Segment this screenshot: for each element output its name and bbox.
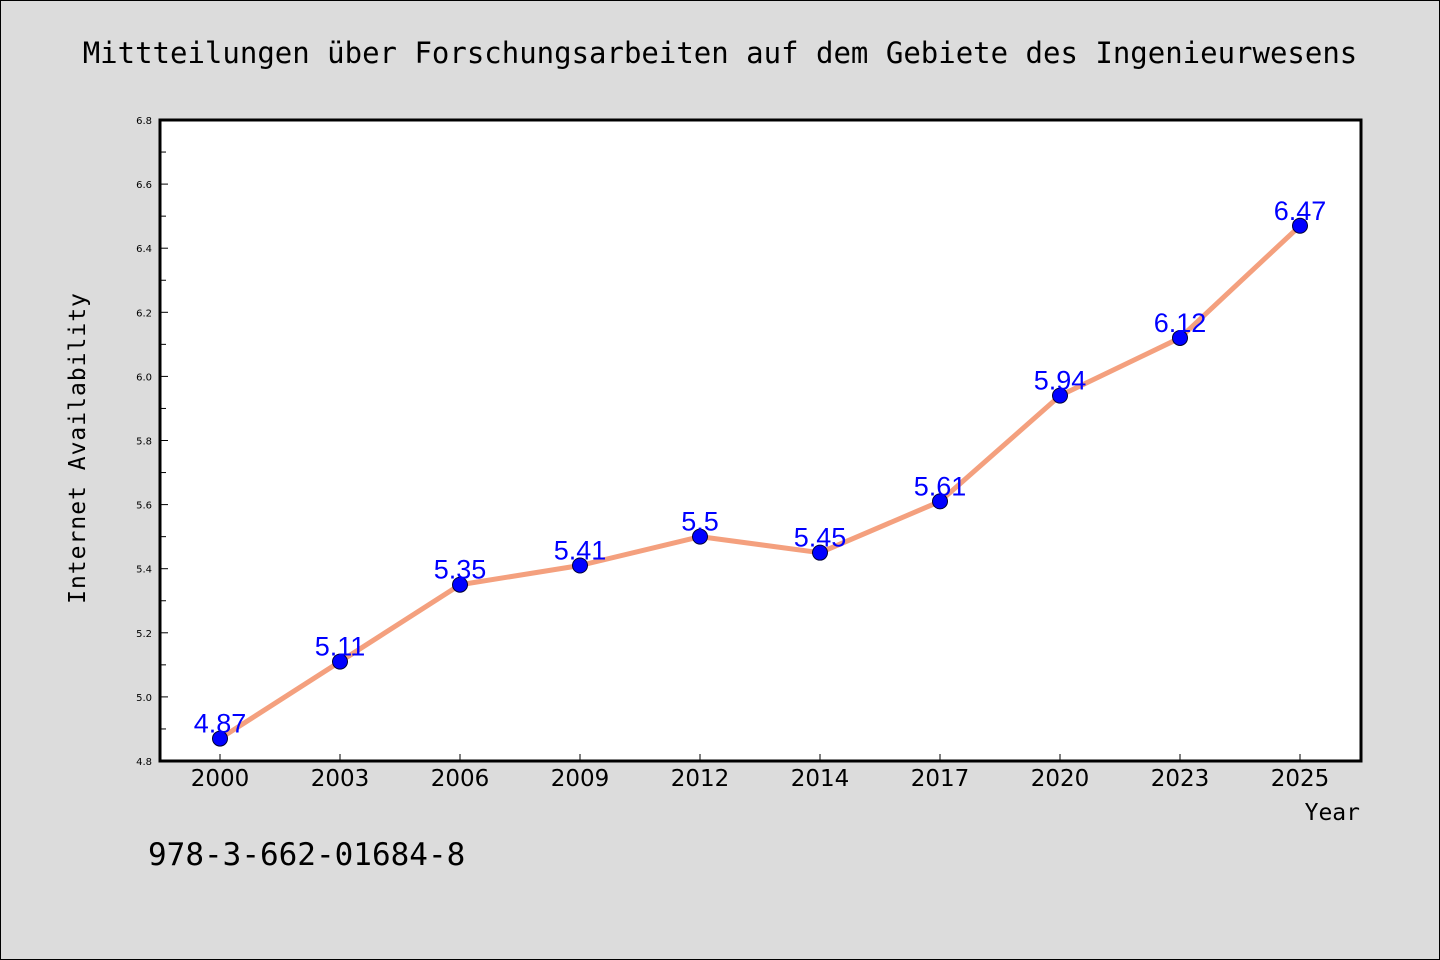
- data-point-marker: [692, 528, 708, 545]
- x-tick-label: 2020: [1031, 766, 1090, 792]
- y-tick-label: 6.0: [136, 372, 152, 383]
- y-tick-label: 5.2: [136, 629, 152, 640]
- plot-border: [158, 118, 1363, 763]
- x-tick-label: 2014: [791, 766, 850, 792]
- y-tick-label: 5.0: [136, 693, 152, 704]
- x-tick-label: 2025: [1271, 766, 1330, 792]
- x-tick-label: 2006: [431, 766, 490, 792]
- y-tick-label: 6.6: [136, 180, 152, 191]
- data-label: 6.47: [1274, 196, 1327, 226]
- data-label: 4.87: [194, 709, 247, 739]
- data-label: 5.41: [554, 535, 607, 565]
- data-point-marker: [212, 730, 228, 747]
- data-point-marker: [1292, 217, 1308, 234]
- y-tick-label: 4.8: [136, 757, 152, 768]
- isbn-text: 978-3-662-01684-8: [148, 837, 465, 873]
- x-tick-label: 2012: [671, 766, 730, 792]
- data-label: 5.94: [1034, 366, 1087, 396]
- plot-area: [160, 120, 1361, 761]
- data-label: 5.61: [914, 471, 967, 501]
- y-axis: 4.8 5.0 5.2 5.4 5.6 5.8 6.0 6.2 6.4 6.6 6.8: [136, 116, 168, 768]
- data-label-group: 4.87 5.11 5.35 5.41 5.5 5.45 5.61 5.94 6.12 6.47: [194, 196, 1327, 739]
- data-label: 6.12: [1154, 308, 1207, 338]
- data-label: 5.5: [681, 507, 719, 537]
- data-label: 5.45: [794, 523, 847, 553]
- data-point-marker: [1052, 387, 1068, 404]
- x-tick-label: 2023: [1151, 766, 1210, 792]
- x-tick-label: 2009: [551, 766, 610, 792]
- y-tick-label: 5.8: [136, 437, 152, 448]
- data-label: 5.11: [315, 632, 366, 662]
- data-point-marker: [932, 493, 948, 510]
- x-axis-label: Year: [1305, 800, 1360, 826]
- series-line: [217, 223, 1303, 742]
- y-tick-label: 5.6: [136, 501, 152, 512]
- data-point-marker: [1172, 329, 1188, 346]
- x-axis: 2000 2003 2006 2009 2012 2014 2017 2020 2023 2025: [191, 754, 1330, 792]
- data-label: 5.35: [434, 555, 487, 585]
- x-tick-label: 2000: [191, 766, 250, 792]
- x-tick-label: 2003: [311, 766, 370, 792]
- y-tick-label: 5.4: [136, 565, 152, 576]
- y-tick-label: 6.4: [136, 244, 152, 255]
- data-point-marker: [572, 557, 588, 574]
- data-point-marker: [812, 544, 828, 561]
- chart-title: Mittteilungen über Forschungsarbeiten au…: [83, 36, 1358, 70]
- series-line-group: [212, 217, 1308, 747]
- y-tick-label: 6.8: [136, 116, 152, 127]
- data-point-marker: [452, 576, 468, 593]
- x-tick-label: 2017: [911, 766, 970, 792]
- y-tick-label: 6.2: [136, 308, 152, 319]
- data-point-marker: [332, 653, 348, 670]
- y-axis-label: Internet Availability: [65, 292, 91, 604]
